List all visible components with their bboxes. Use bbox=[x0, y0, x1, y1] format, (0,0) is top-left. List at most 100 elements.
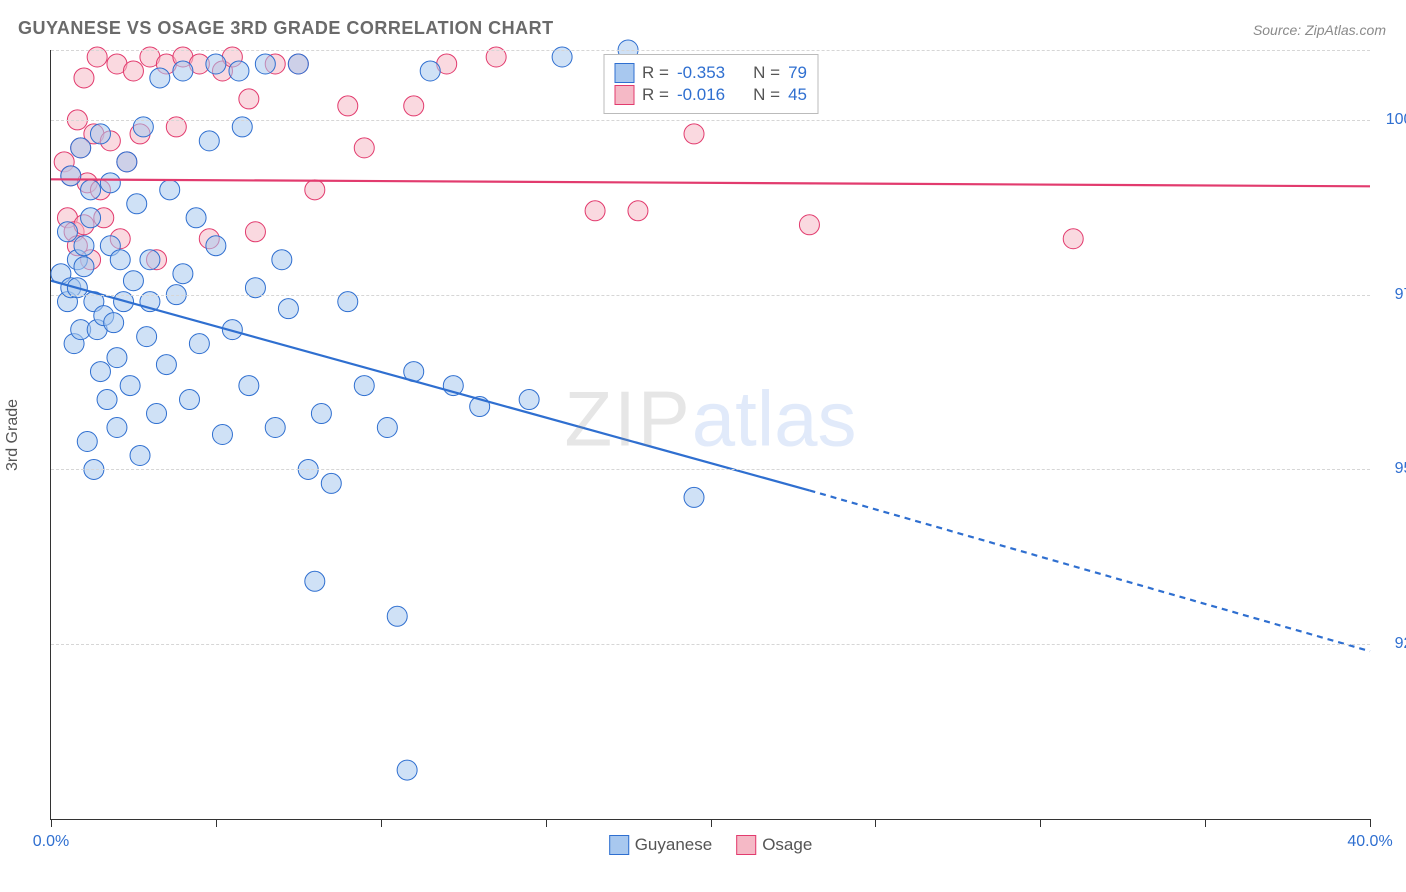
data-point bbox=[420, 61, 440, 81]
x-tick bbox=[546, 819, 547, 827]
r-label-b: R = bbox=[642, 85, 669, 105]
data-point bbox=[305, 571, 325, 591]
data-point bbox=[245, 222, 265, 242]
legend-stats-row-a: R = -0.353 N = 79 bbox=[614, 63, 807, 83]
data-point bbox=[206, 54, 226, 74]
gridline-h bbox=[51, 469, 1370, 470]
gridline-h bbox=[51, 295, 1370, 296]
data-point bbox=[206, 236, 226, 256]
swatch-b bbox=[614, 85, 634, 105]
x-tick bbox=[1370, 819, 1371, 827]
data-point bbox=[387, 606, 407, 626]
data-point bbox=[74, 257, 94, 277]
data-point bbox=[397, 760, 417, 780]
gridline-h bbox=[51, 120, 1370, 121]
data-point bbox=[311, 404, 331, 424]
data-point bbox=[628, 201, 648, 221]
scatter-svg bbox=[51, 50, 1370, 819]
data-point bbox=[585, 201, 605, 221]
data-point bbox=[160, 180, 180, 200]
data-point bbox=[156, 355, 176, 375]
data-point bbox=[71, 138, 91, 158]
data-point bbox=[120, 376, 140, 396]
data-point bbox=[278, 299, 298, 319]
x-tick bbox=[51, 819, 52, 827]
gridline-h bbox=[51, 644, 1370, 645]
legend-label-a: Guyanese bbox=[635, 835, 713, 855]
legend-label-b: Osage bbox=[762, 835, 812, 855]
data-point bbox=[90, 362, 110, 382]
data-point bbox=[130, 445, 150, 465]
n-label-b: N = bbox=[753, 85, 780, 105]
x-tick bbox=[381, 819, 382, 827]
gridline-h bbox=[51, 50, 1370, 51]
data-point bbox=[377, 418, 397, 438]
data-point bbox=[265, 418, 285, 438]
data-point bbox=[90, 124, 110, 144]
data-point bbox=[288, 54, 308, 74]
data-point bbox=[799, 215, 819, 235]
swatch-a-bottom bbox=[609, 835, 629, 855]
data-point bbox=[305, 180, 325, 200]
data-point bbox=[137, 327, 157, 347]
data-point bbox=[239, 89, 259, 109]
x-tick bbox=[1040, 819, 1041, 827]
legend-item-b: Osage bbox=[736, 835, 812, 855]
data-point bbox=[107, 418, 127, 438]
data-point bbox=[123, 271, 143, 291]
data-point bbox=[110, 250, 130, 270]
data-point bbox=[321, 473, 341, 493]
y-tick-label: 92.5% bbox=[1380, 635, 1406, 653]
data-point bbox=[61, 166, 81, 186]
data-point bbox=[173, 264, 193, 284]
data-point bbox=[117, 152, 137, 172]
data-point bbox=[229, 61, 249, 81]
r-value-a: -0.353 bbox=[677, 63, 725, 83]
data-point bbox=[74, 68, 94, 88]
plot-area: 3rd Grade ZIPatlas R = -0.353 N = 79 R =… bbox=[50, 50, 1370, 820]
swatch-a bbox=[614, 63, 634, 83]
data-point bbox=[97, 390, 117, 410]
y-tick-label: 100.0% bbox=[1380, 111, 1406, 129]
y-tick-label: 95.0% bbox=[1380, 460, 1406, 478]
n-value-b: 45 bbox=[788, 85, 807, 105]
x-tick bbox=[1205, 819, 1206, 827]
data-point bbox=[74, 236, 94, 256]
r-label-a: R = bbox=[642, 63, 669, 83]
regression-line bbox=[809, 490, 1370, 651]
data-point bbox=[354, 138, 374, 158]
data-point bbox=[77, 431, 97, 451]
r-value-b: -0.016 bbox=[677, 85, 725, 105]
data-point bbox=[354, 376, 374, 396]
data-point bbox=[81, 180, 101, 200]
data-point bbox=[104, 313, 124, 333]
x-tick bbox=[711, 819, 712, 827]
data-point bbox=[212, 425, 232, 445]
y-tick-label: 97.5% bbox=[1380, 286, 1406, 304]
x-tick bbox=[875, 819, 876, 827]
data-point bbox=[684, 124, 704, 144]
data-point bbox=[199, 131, 219, 151]
data-point bbox=[272, 250, 292, 270]
legend-stats-row-b: R = -0.016 N = 45 bbox=[614, 85, 807, 105]
n-value-a: 79 bbox=[788, 63, 807, 83]
data-point bbox=[57, 222, 77, 242]
x-tick-label: 40.0% bbox=[1347, 833, 1392, 851]
n-label-a: N = bbox=[753, 63, 780, 83]
data-point bbox=[147, 404, 167, 424]
source-label: Source: ZipAtlas.com bbox=[1253, 22, 1386, 38]
data-point bbox=[81, 208, 101, 228]
data-point bbox=[127, 194, 147, 214]
legend-stats-box: R = -0.353 N = 79 R = -0.016 N = 45 bbox=[603, 54, 818, 114]
data-point bbox=[123, 61, 143, 81]
data-point bbox=[179, 390, 199, 410]
data-point bbox=[107, 348, 127, 368]
data-point bbox=[338, 96, 358, 116]
y-axis-label: 3rd Grade bbox=[4, 398, 22, 470]
data-point bbox=[239, 376, 259, 396]
x-tick bbox=[216, 819, 217, 827]
x-tick-label: 0.0% bbox=[33, 833, 69, 851]
data-point bbox=[150, 68, 170, 88]
regression-line bbox=[51, 179, 1370, 186]
data-point bbox=[519, 390, 539, 410]
